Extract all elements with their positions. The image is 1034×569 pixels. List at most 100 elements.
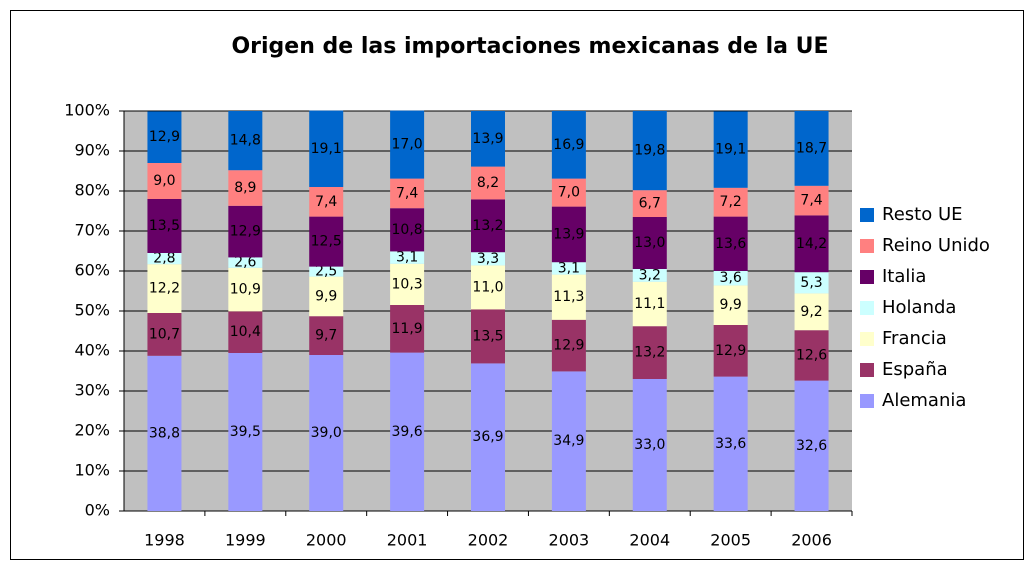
value-label: 12,9 xyxy=(715,343,746,359)
value-label: 39,0 xyxy=(311,425,342,441)
legend-swatch xyxy=(860,363,874,377)
bar-segment xyxy=(632,326,667,379)
y-tick-label: 10% xyxy=(74,461,110,480)
legend-swatch xyxy=(860,394,874,408)
bar-segment xyxy=(794,293,829,331)
bar-segment xyxy=(713,216,748,271)
value-label: 11,3 xyxy=(553,289,584,305)
bar-segment xyxy=(147,111,182,163)
y-tick-label: 60% xyxy=(74,261,110,280)
value-label: 18,7 xyxy=(796,140,827,156)
value-label: 32,6 xyxy=(796,438,827,454)
value-label: 13,5 xyxy=(472,328,503,344)
x-tick-label: 2001 xyxy=(387,531,428,550)
value-label: 11,0 xyxy=(472,279,503,295)
bar-segment xyxy=(147,264,182,313)
bar-segment xyxy=(632,281,667,327)
value-label: 9,2 xyxy=(800,304,822,320)
value-label: 12,9 xyxy=(553,338,584,354)
legend-label: Resto UE xyxy=(882,204,963,225)
value-label: 13,9 xyxy=(472,131,503,147)
value-label: 3,1 xyxy=(558,260,580,276)
value-label: 10,4 xyxy=(230,324,261,340)
x-tick-label: 1998 xyxy=(144,531,185,550)
value-label: 12,9 xyxy=(230,224,261,240)
bar-segment xyxy=(471,265,505,310)
bar-segment xyxy=(713,285,748,325)
value-label: 14,2 xyxy=(796,236,827,252)
value-label: 19,1 xyxy=(311,141,342,157)
bar-segment xyxy=(794,111,829,186)
bar-segment xyxy=(390,263,425,305)
bar-segment xyxy=(713,111,748,188)
value-label: 16,9 xyxy=(553,137,584,153)
bar-segment xyxy=(471,166,505,200)
bar-segment xyxy=(228,111,263,171)
value-label: 7,0 xyxy=(558,185,580,201)
chart-title: Origen de las importaciones mexicanas de… xyxy=(231,34,828,59)
y-tick-label: 50% xyxy=(74,301,110,320)
bar-segment xyxy=(228,205,263,258)
value-label: 8,9 xyxy=(234,180,256,196)
x-tick-label: 2003 xyxy=(549,531,590,550)
legend-label: Italia xyxy=(882,266,926,287)
value-label: 19,1 xyxy=(715,142,746,158)
bar-segment xyxy=(309,276,344,317)
value-label: 12,5 xyxy=(311,234,342,250)
bar-segment xyxy=(794,380,829,511)
bar-segment xyxy=(390,110,425,179)
bar-segment xyxy=(551,262,586,275)
value-label: 38,8 xyxy=(149,425,180,441)
value-label: 36,9 xyxy=(472,429,503,445)
bar-segment xyxy=(390,251,425,264)
bar-segment xyxy=(471,199,505,253)
value-label: 12,2 xyxy=(149,281,180,297)
value-label: 7,4 xyxy=(800,193,822,209)
legend-label: Holanda xyxy=(882,297,956,318)
bar-segment xyxy=(632,269,667,282)
value-label: 6,7 xyxy=(639,196,661,212)
value-label: 9,9 xyxy=(720,297,742,313)
bar-segment xyxy=(390,352,425,511)
value-label: 9,7 xyxy=(315,328,337,344)
bar-segment xyxy=(309,316,344,355)
legend-swatch xyxy=(860,239,874,253)
bar-segment xyxy=(147,199,182,253)
value-label: 33,0 xyxy=(634,437,665,453)
x-tick-label: 2002 xyxy=(468,531,509,550)
bar-segment xyxy=(228,257,263,268)
legend-label: Francia xyxy=(882,328,947,349)
bar-segment xyxy=(713,376,748,511)
bar-segment xyxy=(147,355,182,511)
value-label: 13,2 xyxy=(472,218,503,234)
value-label: 10,8 xyxy=(392,222,423,238)
value-label: 17,0 xyxy=(392,137,423,153)
x-tick-label: 2004 xyxy=(629,531,670,550)
legend-swatch xyxy=(860,208,874,222)
value-label: 11,1 xyxy=(634,296,665,312)
bar-segment xyxy=(228,267,263,312)
bar-segment xyxy=(309,187,344,217)
value-label: 9,9 xyxy=(315,288,337,304)
bar-segment xyxy=(551,178,586,207)
bar-segment xyxy=(309,216,344,267)
value-label: 5,3 xyxy=(800,275,822,291)
bar-segment xyxy=(551,319,586,372)
bar-segment xyxy=(794,215,829,273)
bar-segment xyxy=(309,355,344,511)
value-label: 9,0 xyxy=(153,173,175,189)
value-label: 39,5 xyxy=(230,424,261,440)
value-label: 13,0 xyxy=(634,235,665,251)
bar-segment xyxy=(713,271,748,286)
bar-segment xyxy=(713,187,748,217)
value-label: 10,9 xyxy=(230,282,261,298)
value-label: 12,9 xyxy=(149,129,180,145)
y-tick-label: 20% xyxy=(74,421,110,440)
bar-segment xyxy=(632,217,667,269)
value-label: 33,6 xyxy=(715,436,746,452)
bar-segment xyxy=(551,274,586,320)
bar-segment xyxy=(551,111,586,179)
value-label: 14,8 xyxy=(230,133,261,149)
legend-label: España xyxy=(882,359,948,380)
x-tick-label: 1999 xyxy=(225,531,266,550)
